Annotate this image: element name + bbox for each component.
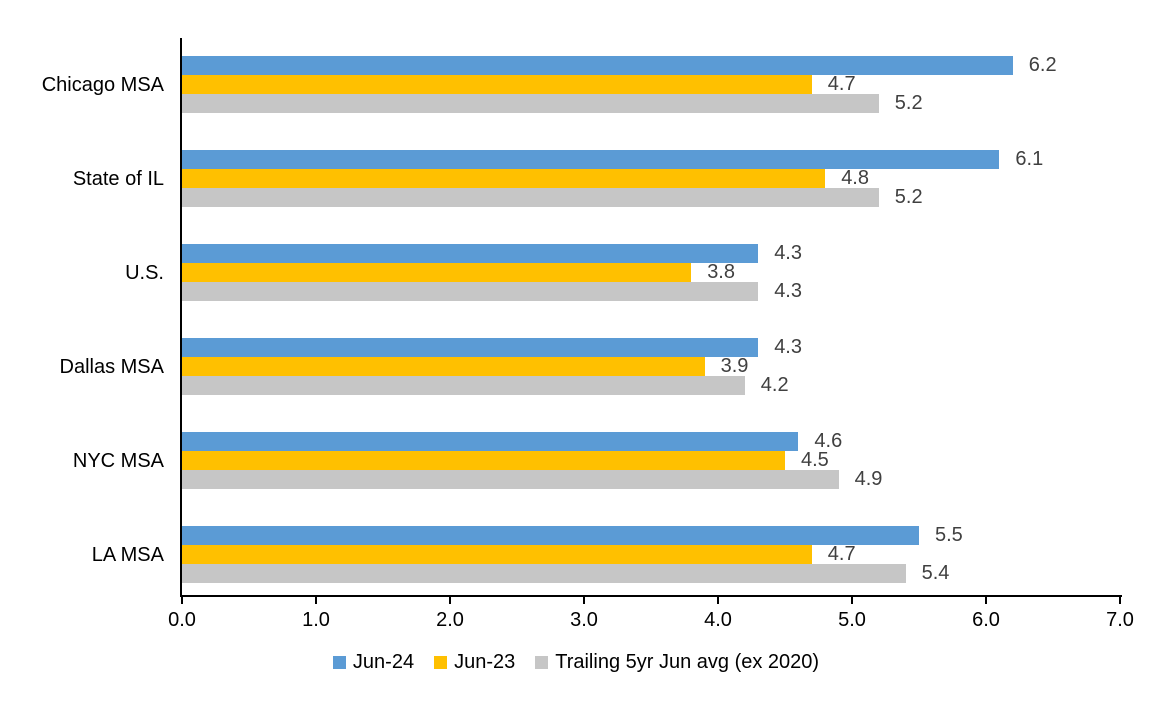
bar-jun-24-chicago-msa	[182, 56, 1013, 75]
value-label-jun-23-nyc-msa: 4.5	[801, 449, 829, 471]
x-tick-label: 1.0	[302, 609, 330, 631]
legend-item-trailing-5yr-jun-avg-ex-2020: Trailing 5yr Jun avg (ex 2020)	[535, 650, 819, 674]
category-label-u-s: U.S.	[125, 261, 164, 284]
bar-jun-23-u-s	[182, 263, 692, 282]
x-axis-line	[180, 595, 1122, 597]
bar-trailing-5yr-jun-avg-ex-2020-state-of-il	[182, 188, 879, 207]
bar-trailing-5yr-jun-avg-ex-2020-la-msa	[182, 564, 906, 583]
legend-label-trailing-5yr-jun-avg-ex-2020: Trailing 5yr Jun avg (ex 2020)	[555, 651, 820, 673]
x-tick-label: 7.0	[1106, 609, 1134, 631]
bar-jun-23-dallas-msa	[182, 357, 705, 376]
x-axis-tick	[1119, 597, 1121, 604]
value-label-jun-23-state-of-il: 4.8	[841, 167, 869, 189]
value-label-trailing-5yr-jun-avg-ex-2020-state-of-il: 5.2	[894, 186, 923, 208]
legend-swatch-jun-23	[434, 655, 448, 669]
bar-trailing-5yr-jun-avg-ex-2020-dallas-msa	[182, 376, 745, 395]
bar-jun-23-chicago-msa	[182, 75, 812, 94]
bar-jun-24-la-msa	[182, 526, 919, 545]
x-axis-tick	[181, 597, 183, 604]
bar-jun-23-state-of-il	[182, 169, 826, 188]
value-label-jun-24-chicago-msa: 6.2	[1028, 54, 1057, 76]
value-label-jun-23-la-msa: 4.7	[827, 543, 856, 565]
value-label-jun-24-nyc-msa: 4.6	[814, 430, 843, 452]
value-label-jun-23-chicago-msa: 4.7	[827, 73, 856, 95]
bar-jun-24-nyc-msa	[182, 432, 799, 451]
value-label-jun-23-u-s: 3.8	[707, 261, 735, 283]
x-tick-label: 2.0	[436, 609, 464, 631]
legend-label-jun-24: Jun-24	[352, 651, 415, 673]
bar-jun-24-u-s	[182, 244, 759, 263]
x-tick-label: 0.0	[168, 609, 196, 631]
legend-swatch-trailing-5yr-jun-avg-ex-2020	[535, 655, 549, 669]
value-label-jun-24-dallas-msa: 4.3	[774, 336, 802, 358]
x-tick-label: 3.0	[570, 609, 598, 631]
value-label-jun-23-dallas-msa: 3.9	[720, 355, 749, 377]
value-label-jun-24-state-of-il: 6.1	[1015, 148, 1044, 170]
bar-jun-23-nyc-msa	[182, 451, 785, 470]
bar-trailing-5yr-jun-avg-ex-2020-u-s	[182, 282, 759, 301]
bar-jun-23-la-msa	[182, 545, 812, 564]
value-label-trailing-5yr-jun-avg-ex-2020-dallas-msa: 4.2	[760, 374, 789, 396]
y-axis-line	[180, 38, 182, 597]
x-axis-tick	[985, 597, 987, 604]
legend-item-jun-23: Jun-23	[434, 650, 515, 674]
legend: Jun-24 Jun-23 Trailing 5yr Jun avg (ex 202…	[0, 648, 1152, 676]
x-axis-tick	[583, 597, 585, 604]
bar-jun-24-state-of-il	[182, 150, 1000, 169]
x-axis-tick	[851, 597, 853, 604]
bar-jun-24-dallas-msa	[182, 338, 759, 357]
bar-trailing-5yr-jun-avg-ex-2020-nyc-msa	[182, 470, 839, 489]
x-tick-label: 4.0	[704, 609, 732, 631]
value-label-trailing-5yr-jun-avg-ex-2020-u-s: 4.3	[774, 280, 802, 302]
x-tick-label: 5.0	[838, 609, 866, 631]
category-label-chicago-msa: Chicago MSA	[41, 73, 164, 96]
category-label-dallas-msa: Dallas MSA	[59, 355, 164, 378]
category-label-state-of-il: State of IL	[72, 167, 164, 190]
legend-label-jun-23: Jun-23	[454, 651, 516, 673]
category-label-nyc-msa: NYC MSA	[72, 449, 164, 472]
legend-item-jun-24: Jun-24	[332, 650, 415, 674]
x-axis-tick	[717, 597, 719, 604]
x-axis-tick	[449, 597, 451, 604]
category-label-la-msa: LA MSA	[91, 543, 164, 566]
value-label-trailing-5yr-jun-avg-ex-2020-chicago-msa: 5.2	[894, 92, 923, 114]
x-axis-tick	[315, 597, 317, 604]
value-label-trailing-5yr-jun-avg-ex-2020-la-msa: 5.4	[921, 562, 950, 584]
legend-swatch-jun-24	[332, 655, 346, 669]
value-label-trailing-5yr-jun-avg-ex-2020-nyc-msa: 4.9	[854, 468, 883, 490]
bar-trailing-5yr-jun-avg-ex-2020-chicago-msa	[182, 94, 879, 113]
value-label-jun-24-la-msa: 5.5	[935, 524, 963, 546]
x-tick-label: 6.0	[972, 609, 1000, 631]
value-label-jun-24-u-s: 4.3	[774, 242, 802, 264]
